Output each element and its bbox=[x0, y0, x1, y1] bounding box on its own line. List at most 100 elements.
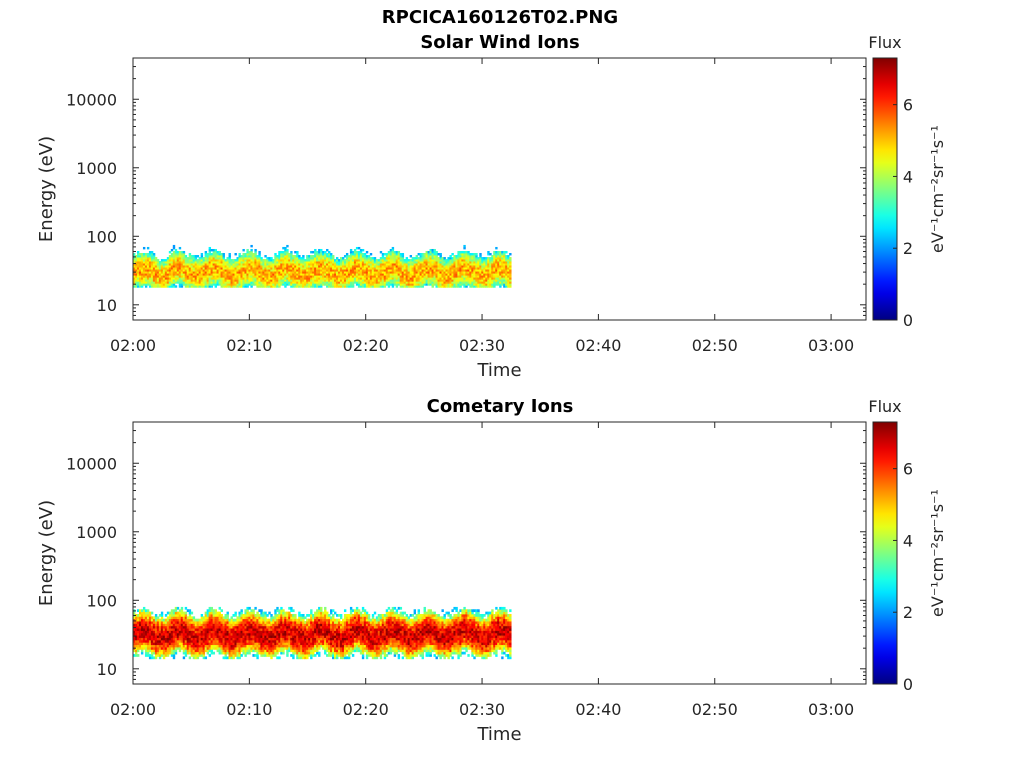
spectrogram-cell bbox=[286, 244, 289, 248]
spectrogram-cell bbox=[292, 632, 295, 636]
spectrogram-cell bbox=[278, 261, 281, 264]
spectrogram-cell bbox=[220, 637, 223, 641]
spectrogram-cell bbox=[443, 277, 446, 280]
spectrogram-cell bbox=[509, 261, 512, 264]
spectrogram-cell bbox=[136, 616, 140, 620]
spectrogram-cell bbox=[133, 259, 136, 262]
spectrogram-cell bbox=[222, 279, 225, 282]
spectrogram-cell bbox=[322, 253, 325, 256]
spectrogram-cell bbox=[282, 616, 285, 620]
spectrogram-cell bbox=[361, 253, 365, 256]
spectrogram-cell bbox=[367, 263, 371, 266]
spectrogram-cell bbox=[226, 283, 229, 286]
spectrogram-cell bbox=[246, 277, 249, 280]
spectrogram-cell bbox=[276, 273, 279, 276]
spectrogram-cell bbox=[381, 275, 385, 278]
spectrogram-cell bbox=[292, 635, 295, 638]
spectrogram-cell bbox=[433, 275, 436, 278]
spectrogram-cell bbox=[160, 279, 164, 282]
spectrogram-cell bbox=[264, 261, 267, 264]
spectrogram-cell bbox=[499, 285, 502, 288]
spectrogram-cell bbox=[190, 621, 194, 624]
spectrogram-cell bbox=[467, 261, 470, 264]
spectrogram-cell bbox=[216, 630, 219, 634]
spectrogram-cell bbox=[188, 614, 192, 617]
spectrogram-cell bbox=[270, 637, 273, 641]
spectrogram-cell bbox=[328, 275, 331, 278]
spectrogram-cell bbox=[389, 279, 393, 282]
spectrogram-cell bbox=[218, 651, 221, 655]
spectrogram-cell bbox=[451, 285, 454, 288]
spectrogram-cell bbox=[314, 611, 317, 615]
spectrogram-cell bbox=[387, 283, 391, 286]
spectrogram-cell bbox=[341, 285, 345, 288]
spectrogram-cell bbox=[290, 281, 293, 284]
spectrogram-cell bbox=[220, 635, 223, 638]
spectrogram-cell bbox=[176, 261, 180, 264]
spectrogram-cell bbox=[196, 637, 200, 641]
spectrogram-cell bbox=[166, 623, 170, 627]
spectrogram-cell bbox=[208, 616, 212, 620]
spectrogram-cell bbox=[214, 616, 217, 620]
spectrogram-cell bbox=[138, 281, 142, 284]
spectrogram-cell bbox=[393, 253, 397, 256]
spectrogram-cell bbox=[449, 271, 452, 274]
spectrogram-cell bbox=[471, 279, 474, 282]
spectrogram-cell bbox=[212, 621, 215, 624]
spectrogram-cell bbox=[437, 259, 440, 262]
spectrogram-cell bbox=[431, 281, 434, 284]
spectrogram-cell bbox=[477, 265, 480, 268]
spectrogram-cell bbox=[156, 261, 160, 264]
spectrogram-cell bbox=[292, 265, 295, 268]
spectrogram-cell bbox=[226, 644, 229, 648]
spectrogram-cell bbox=[202, 263, 206, 266]
spectrogram-cell bbox=[264, 637, 267, 641]
spectrogram-cell bbox=[266, 642, 269, 646]
spectrogram-cell bbox=[339, 285, 343, 288]
spectrogram-cell bbox=[186, 257, 190, 260]
spectrogram-cell bbox=[304, 279, 307, 282]
spectrogram-cell bbox=[262, 651, 265, 655]
spectrogram-cell bbox=[290, 632, 293, 636]
spectrogram-cell bbox=[252, 255, 255, 258]
spectrogram-cell bbox=[493, 265, 496, 268]
spectrogram-cell bbox=[146, 628, 150, 631]
spectrogram-cell bbox=[236, 616, 239, 620]
spectrogram-cell bbox=[196, 639, 200, 643]
spectrogram-cell bbox=[481, 285, 484, 288]
spectrogram-cell bbox=[250, 255, 253, 258]
spectrogram-cell bbox=[236, 618, 239, 622]
spectrogram-cell bbox=[375, 281, 379, 284]
spectrogram-cell bbox=[170, 647, 174, 650]
spectrogram-cell bbox=[170, 273, 174, 276]
spectrogram-cell bbox=[306, 277, 309, 280]
spectrogram-cell bbox=[238, 651, 241, 655]
spectrogram-cell bbox=[395, 273, 399, 276]
spectrogram-cell bbox=[160, 632, 164, 636]
spectrogram-cell bbox=[268, 283, 271, 286]
spectrogram-cell bbox=[162, 281, 166, 284]
spectrogram-cell bbox=[322, 283, 325, 286]
spectrogram-cell bbox=[495, 265, 498, 268]
spectrogram-cell bbox=[154, 279, 158, 282]
spectrogram-cell bbox=[332, 281, 335, 284]
spectrogram-cell bbox=[256, 628, 259, 631]
spectrogram-cell bbox=[160, 630, 164, 634]
spectrogram-cell bbox=[162, 285, 166, 288]
spectrogram-cell bbox=[218, 279, 221, 282]
spectrogram-cell bbox=[172, 651, 176, 655]
spectrogram-cell bbox=[334, 263, 337, 266]
spectrogram-cell bbox=[258, 614, 261, 617]
spectrogram-cell bbox=[146, 611, 150, 615]
spectrogram-cell bbox=[264, 651, 267, 655]
spectrogram-cell bbox=[276, 267, 279, 270]
spectrogram-cell bbox=[310, 639, 313, 643]
spectrogram-cell bbox=[196, 654, 200, 657]
spectrogram-cell bbox=[256, 279, 259, 282]
spectrogram-cell bbox=[409, 273, 413, 276]
spectrogram-cell bbox=[194, 644, 198, 648]
spectrogram-cell bbox=[489, 269, 492, 272]
spectrogram-cell bbox=[399, 281, 403, 284]
spectrogram-cell bbox=[133, 632, 136, 636]
spectrogram-cell bbox=[357, 271, 361, 274]
